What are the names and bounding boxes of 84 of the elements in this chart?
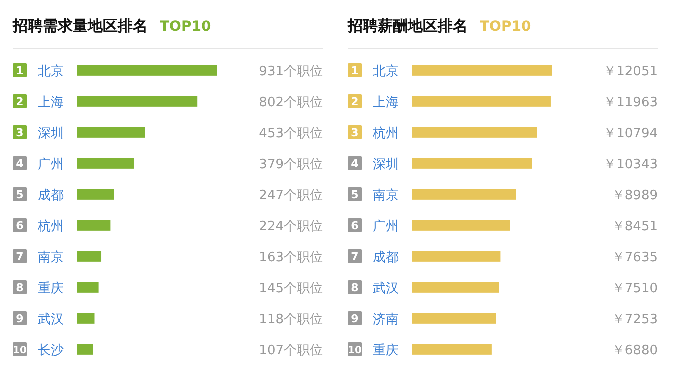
y-tick-label: 上海 bbox=[373, 96, 399, 110]
bar bbox=[412, 313, 496, 324]
bar bbox=[77, 96, 198, 107]
bar bbox=[77, 282, 99, 293]
y-tick-label: 广州 bbox=[38, 158, 64, 172]
text: 4 bbox=[16, 158, 24, 170]
data-label: 107个职位 bbox=[259, 344, 323, 358]
y-tick-label: 重庆 bbox=[38, 282, 64, 296]
bar bbox=[77, 127, 146, 138]
bar bbox=[77, 313, 95, 324]
y-tick-label: 深圳 bbox=[38, 126, 64, 142]
data-label: ￥12051 bbox=[604, 64, 658, 80]
data-label: 145个职位 bbox=[259, 282, 323, 296]
y-tick-label: 武汉 bbox=[373, 282, 399, 296]
bar bbox=[412, 189, 516, 200]
text: 1 bbox=[351, 64, 359, 78]
chart-subtitle: TOP10 bbox=[480, 19, 532, 35]
text: 1 bbox=[16, 64, 24, 78]
chart-title: 招聘需求量地区排名 bbox=[12, 17, 148, 35]
text: 5 bbox=[351, 188, 359, 202]
y-tick-label: 南京 bbox=[373, 188, 399, 204]
data-label: 802个职位 bbox=[259, 96, 323, 110]
bar bbox=[77, 251, 102, 262]
data-label: 931个职位 bbox=[259, 64, 323, 80]
text: 8 bbox=[16, 282, 24, 294]
y-tick-label: 深圳 bbox=[373, 158, 399, 172]
y-tick-label: 重庆 bbox=[373, 344, 399, 358]
y-tick-label: 济南 bbox=[373, 312, 399, 328]
text: 3 bbox=[16, 126, 24, 140]
data-label: ￥11963 bbox=[604, 96, 658, 110]
bar bbox=[412, 127, 538, 138]
bar bbox=[412, 158, 532, 169]
y-tick-label: 成都 bbox=[373, 250, 399, 266]
data-label: ￥8451 bbox=[612, 220, 658, 234]
chart-title: 招聘薪酬地区排名 bbox=[347, 17, 468, 35]
text: 10 bbox=[13, 346, 27, 356]
data-label: ￥7253 bbox=[612, 312, 658, 328]
y-tick-label: 成都 bbox=[38, 188, 64, 204]
text: 4 bbox=[351, 158, 360, 170]
bar bbox=[77, 65, 217, 76]
y-tick-label: 武汉 bbox=[38, 312, 64, 328]
data-label: ￥10343 bbox=[604, 158, 658, 172]
data-label: ￥10794 bbox=[604, 126, 658, 142]
y-tick-label: 长沙 bbox=[38, 344, 64, 358]
bar bbox=[77, 344, 94, 355]
data-label: 224个职位 bbox=[259, 220, 323, 234]
y-tick-label: 杭州 bbox=[372, 126, 399, 142]
text: 2 bbox=[351, 96, 359, 108]
data-label: 163个职位 bbox=[259, 250, 323, 266]
data-label: 118个职位 bbox=[259, 312, 323, 328]
data-label: ￥6880 bbox=[612, 344, 658, 358]
bar bbox=[412, 96, 551, 107]
data-label: ￥8989 bbox=[612, 188, 658, 204]
text: 10 bbox=[348, 346, 362, 356]
text: 7 bbox=[351, 250, 359, 264]
data-label: 453个职位 bbox=[259, 126, 323, 142]
y-tick-label: 北京 bbox=[373, 64, 399, 80]
y-tick-label: 上海 bbox=[38, 96, 64, 110]
data-label: ￥7510 bbox=[612, 282, 658, 296]
bar bbox=[412, 344, 492, 355]
y-tick-label: 杭州 bbox=[37, 220, 64, 234]
data-label: 379个职位 bbox=[259, 158, 323, 172]
chart-subtitle: TOP10 bbox=[160, 19, 212, 35]
data-label: 247个职位 bbox=[259, 188, 323, 204]
text: 7 bbox=[16, 250, 24, 264]
text: 9 bbox=[351, 312, 359, 326]
bar bbox=[412, 220, 510, 231]
y-tick-label: 南京 bbox=[38, 250, 64, 266]
y-tick-label: 广州 bbox=[373, 220, 399, 234]
bar bbox=[77, 189, 114, 200]
text: 6 bbox=[351, 220, 360, 232]
text: 9 bbox=[16, 312, 24, 326]
bar bbox=[412, 282, 500, 293]
text: 6 bbox=[16, 220, 24, 232]
bar bbox=[412, 251, 501, 262]
y-tick-label: 北京 bbox=[38, 64, 64, 80]
text: 5 bbox=[16, 188, 24, 202]
bar bbox=[412, 65, 552, 76]
bar bbox=[77, 220, 111, 231]
data-label: ￥7635 bbox=[612, 250, 658, 266]
text: 2 bbox=[16, 96, 24, 108]
text: 8 bbox=[351, 282, 359, 294]
text: 3 bbox=[351, 126, 359, 140]
bar bbox=[77, 158, 134, 169]
